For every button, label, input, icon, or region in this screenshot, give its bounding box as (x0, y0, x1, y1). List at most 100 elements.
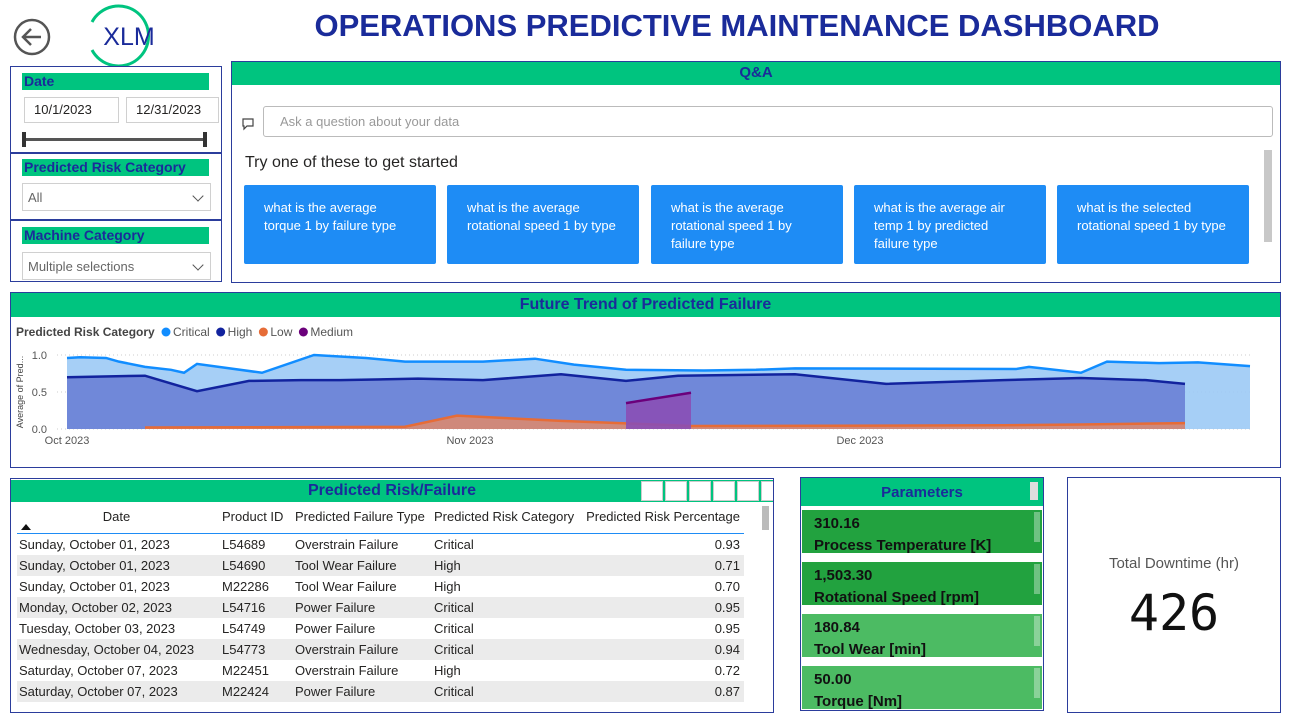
table-cell: L54690 (222, 558, 266, 573)
back-icon (13, 18, 51, 56)
legend-label: Critical (173, 325, 210, 339)
table-panel: Predicted Risk/Failure Date Product ID Pre… (10, 478, 774, 713)
table-cell: 0.71 (714, 558, 740, 573)
slider-handle[interactable] (22, 132, 26, 147)
table-cell: Tool Wear Failure (295, 579, 397, 594)
card-scrollbar (1034, 512, 1040, 542)
area (626, 392, 691, 429)
table-row (17, 555, 744, 576)
parameter-label: Tool Wear [min] (814, 641, 926, 658)
dashboard-title: OPERATIONS PREDICTIVE MAINTENANCE DASHBO… (314, 8, 1160, 43)
table-toolbar (641, 481, 773, 501)
parameter-label: Torque [Nm] (814, 693, 903, 710)
filter-title: Machine Category (22, 227, 209, 244)
parameter-card: 310.16 Process Temperature [K] (802, 510, 1042, 554)
table-cell: Saturday, October 07, 2023 (19, 663, 178, 678)
x-tick-label: Dec 2023 (836, 435, 883, 447)
table-cell: M22286 (222, 579, 269, 594)
copy-button[interactable] (665, 481, 687, 501)
table-cell: Overstrain Failure (295, 537, 399, 552)
table-cell: Monday, October 02, 2023 (19, 600, 172, 615)
suggestion-button[interactable]: what is the average torque 1 by failure … (244, 185, 436, 264)
date-start[interactable]: 10/1/2023 (24, 97, 119, 123)
legend-label: Medium (310, 325, 353, 339)
parameter-card: 1,503.30 Rotational Speed [rpm] (802, 562, 1042, 606)
suggestion-button[interactable]: what is the selected rotational speed 1 … (1057, 185, 1249, 264)
column-header: Predicted Failure Type (295, 509, 425, 524)
parameter-card: 180.84 Tool Wear [min] (802, 614, 1042, 658)
logo: XLM (90, 4, 155, 68)
table-row (17, 576, 744, 597)
table-row (17, 639, 744, 660)
table-title: Predicted Risk/Failure (11, 480, 773, 502)
table-cell: Sunday, October 01, 2023 (19, 579, 170, 594)
line (66, 372, 1186, 393)
table-cell: M22424 (222, 684, 269, 699)
suggestion-button[interactable]: what is the average rotational speed 1 b… (651, 185, 843, 264)
qa-panel: Q&A Ask a question about your data Try o… (231, 61, 1281, 283)
table-cell: L54689 (222, 537, 266, 552)
parameter-value: 180.84 (814, 619, 860, 636)
risk-dropdown[interactable]: All (22, 183, 211, 211)
table-cell: Power Failure (295, 621, 376, 636)
table-cell: L54716 (222, 600, 266, 615)
y-tick-label: 0.0 (32, 424, 47, 436)
legend-label: Low (270, 325, 292, 339)
chart: Predicted Risk Category Critical High Low Me… (15, 325, 1252, 447)
parameter-card: 50.00 Torque [Nm] (802, 666, 1042, 710)
legend-title: Predicted Risk Category (16, 325, 155, 339)
legend-marker (216, 327, 226, 337)
qa-input[interactable]: Ask a question about your data (263, 106, 1273, 137)
qa-title: Q&A (232, 62, 1280, 85)
y-tick-label: 1.0 (32, 350, 47, 362)
table-cell: 0.72 (714, 663, 740, 678)
table-cell: L54749 (222, 621, 266, 636)
scrollbar (1030, 482, 1038, 500)
header-rule (17, 533, 744, 534)
table-cell: High (434, 558, 461, 573)
logo-ring (90, 4, 150, 68)
table-cell: Critical (434, 600, 474, 615)
column-header: Product ID (222, 509, 284, 524)
suggestion-button[interactable]: what is the average rotational speed 1 b… (447, 185, 639, 264)
column-header: Predicted Risk Category (434, 509, 575, 524)
filter-button[interactable] (713, 481, 735, 501)
parameters-panel: Parameters 310.16 Process Temperature [K]… (800, 477, 1044, 711)
pin-button[interactable] (641, 481, 663, 501)
back-button[interactable] (12, 16, 52, 56)
scrollbar (1264, 150, 1272, 242)
sort-indicator (21, 524, 31, 530)
x-tick-label: Oct 2023 (45, 435, 90, 447)
table-cell: Sunday, October 01, 2023 (19, 558, 170, 573)
date-slider[interactable] (23, 138, 207, 141)
table-cell: Saturday, October 07, 2023 (19, 684, 178, 699)
kpi-value: 426 (1128, 584, 1220, 642)
suggestion-button[interactable]: what is the average air temp 1 by predic… (854, 185, 1046, 264)
parameter-value: 310.16 (814, 515, 860, 532)
table-cell: High (434, 663, 461, 678)
card-scrollbar (1034, 668, 1040, 698)
table-cell: Overstrain Failure (295, 663, 399, 678)
date-end[interactable]: 12/31/2023 (126, 97, 219, 123)
more-button[interactable] (761, 481, 773, 501)
table-cell: Power Failure (295, 684, 376, 699)
table-cell: 0.94 (714, 642, 740, 657)
table-cell: Overstrain Failure (295, 642, 399, 657)
table-row (17, 660, 744, 681)
logo-text: XLM (103, 23, 154, 51)
downtime-card: Total Downtime (hr) 426 (1067, 477, 1281, 713)
column-header: Predicted Risk Percentage (586, 509, 740, 524)
table-cell: L54773 (222, 642, 266, 657)
legend-marker (161, 327, 171, 337)
table-cell: Critical (434, 684, 474, 699)
slider-handle[interactable] (203, 132, 207, 147)
parameter-label: Rotational Speed [rpm] (814, 589, 980, 606)
risk-filter: Predicted Risk Category All (10, 153, 222, 220)
focus-button[interactable] (737, 481, 759, 501)
table-cell: High (434, 579, 461, 594)
table-cell: Critical (434, 642, 474, 657)
back-arrow (21, 28, 41, 46)
machine-dropdown[interactable]: Multiple selections (22, 252, 211, 280)
alert-button[interactable] (689, 481, 711, 501)
table-cell: Tuesday, October 03, 2023 (19, 621, 176, 636)
